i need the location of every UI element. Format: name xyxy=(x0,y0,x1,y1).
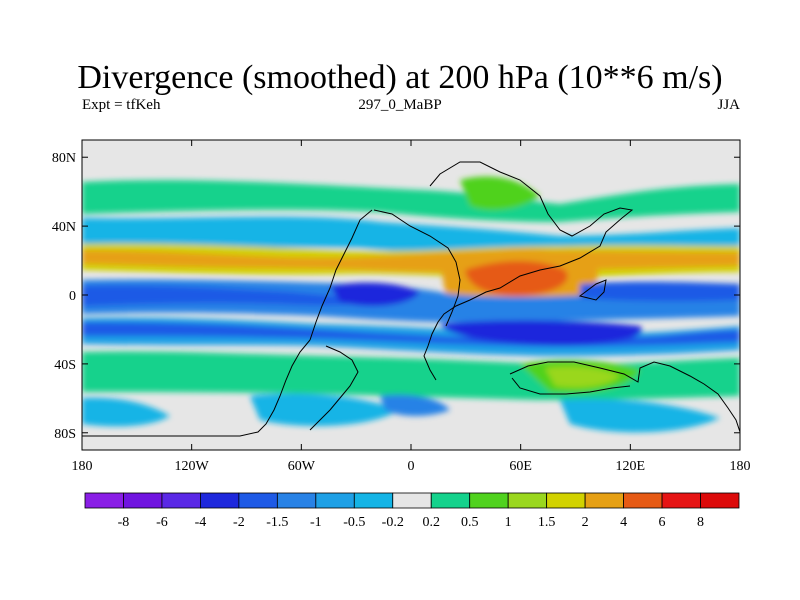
colorbar-label: 0.2 xyxy=(422,515,440,530)
field-layer xyxy=(82,140,740,450)
colorbar-label: -4 xyxy=(195,515,207,530)
colorbar-label: -1.5 xyxy=(266,515,288,530)
y-tick-label: 80S xyxy=(54,427,76,442)
colorbar-label: 1.5 xyxy=(538,515,556,530)
y-tick-label: 40S xyxy=(54,358,76,373)
colorbar-swatch xyxy=(84,492,124,509)
colorbar-swatch xyxy=(584,492,624,509)
colorbar-swatch xyxy=(161,492,201,509)
x-tick-label: 180 xyxy=(730,459,751,474)
coastline xyxy=(509,361,740,433)
colorbar-label: 4 xyxy=(620,515,627,530)
x-tick-label: 0 xyxy=(408,459,415,474)
chart-title: Divergence (smoothed) at 200 hPa (10**6 … xyxy=(77,59,723,96)
field-patch xyxy=(82,397,170,427)
field-patch xyxy=(82,180,740,222)
colorbar-swatch xyxy=(546,492,586,509)
y-tick-label: 40N xyxy=(52,220,76,235)
colorbar-label: 8 xyxy=(697,515,704,530)
colorbar-label: -6 xyxy=(156,515,168,530)
field-patch xyxy=(440,320,642,346)
coastline xyxy=(309,345,359,431)
colorbar-swatch xyxy=(123,492,163,509)
coastline xyxy=(423,161,634,381)
colorbar-swatch xyxy=(315,492,355,509)
colorbar-swatch xyxy=(238,492,278,509)
field-patch xyxy=(545,366,620,388)
colorbar-label: -0.2 xyxy=(382,515,404,530)
field-patch xyxy=(380,394,450,416)
x-tick-label: 180 xyxy=(72,459,93,474)
colorbar-swatch xyxy=(700,492,740,509)
colorbar-swatch xyxy=(661,492,701,509)
coastline xyxy=(373,209,461,327)
colorbar-label: 0.5 xyxy=(461,515,479,530)
x-tick-label: 60W xyxy=(288,459,316,474)
coastline xyxy=(578,279,607,301)
colorbar-label: -0.5 xyxy=(343,515,365,530)
colorbar-label: 1 xyxy=(505,515,512,530)
colorbar-label: -1 xyxy=(310,515,322,530)
coastline xyxy=(511,377,631,395)
colorbar-swatch xyxy=(469,492,509,509)
coastline-layer xyxy=(82,161,740,437)
colorbar-label: 6 xyxy=(659,515,666,530)
y-tick-label: 80N xyxy=(52,151,76,166)
x-tick-label: 120W xyxy=(175,459,210,474)
season-label: JJA xyxy=(717,97,740,113)
field-patch xyxy=(460,176,540,211)
y-axis: 80N 40N 0 40S 80S xyxy=(52,151,740,442)
x-tick-label: 120E xyxy=(616,459,646,474)
colorbar-swatch xyxy=(507,492,548,509)
colorbar-swatch xyxy=(392,492,432,509)
field-patch xyxy=(330,282,420,307)
colorbar-swatch xyxy=(276,492,317,509)
colorbar-swatch xyxy=(623,492,663,509)
colorbar-label: -2 xyxy=(233,515,245,530)
field-patch xyxy=(82,285,380,306)
colorbar: -8 -6 -4 -2 -1.5 -1 -0.5 -0.2 0.2 0.5 1 1.5 2 4 6 8 xyxy=(84,492,740,530)
run-label: 297_0_MaBP xyxy=(358,97,442,113)
colorbar-label: -8 xyxy=(118,515,130,530)
x-tick-label: 60E xyxy=(509,459,532,474)
colorbar-label: 2 xyxy=(582,515,589,530)
colorbar-swatch xyxy=(353,492,394,509)
coastline xyxy=(309,209,373,341)
x-axis: 180 120W 60W 0 60E 120E 180 xyxy=(72,140,751,474)
experiment-label: Expt = tfKeh xyxy=(82,97,161,113)
field-patch xyxy=(250,393,400,426)
y-tick-label: 0 xyxy=(69,289,76,304)
field-patch xyxy=(560,398,720,433)
colorbar-swatch xyxy=(430,492,471,509)
colorbar-swatch xyxy=(200,492,240,509)
field-patch xyxy=(580,281,740,302)
coastline xyxy=(82,339,311,437)
